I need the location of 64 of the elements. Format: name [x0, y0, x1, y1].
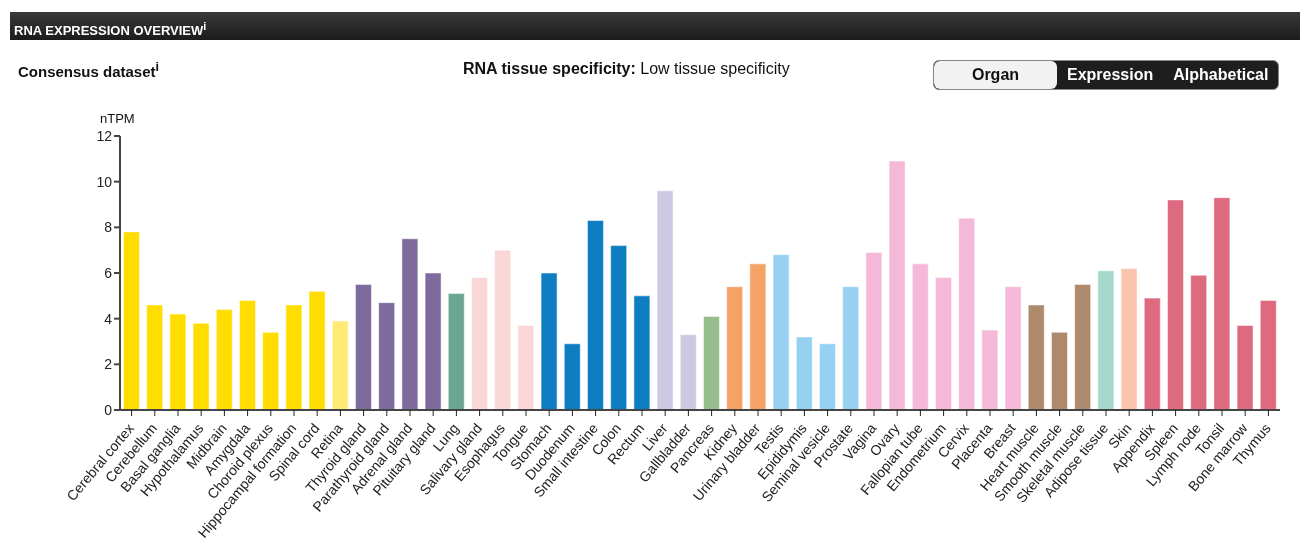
- bar: [494, 249, 512, 410]
- bar: [749, 263, 767, 410]
- bar: [772, 254, 790, 410]
- y-tick-label: 4: [104, 310, 113, 327]
- bar: [470, 277, 488, 410]
- text: Expression: [1066, 65, 1155, 85]
- bar: [1259, 299, 1277, 410]
- y-axis-title: nTPM: [100, 111, 135, 126]
- y-tick-label: 6: [104, 264, 113, 281]
- bar: [1097, 270, 1115, 410]
- y-tick-label: 10: [96, 173, 113, 190]
- y-tick-label: 2: [104, 356, 113, 373]
- chart-title: RNA EXPRESSION OVERVIEW$^{i}$: [10, 12, 1300, 40]
- bar: [331, 320, 349, 410]
- bar: [679, 334, 697, 410]
- bar: [1143, 297, 1161, 410]
- bar: [169, 313, 187, 410]
- bar: [981, 329, 999, 410]
- bar: [958, 217, 976, 410]
- bar: [702, 315, 720, 410]
- bar: [795, 336, 813, 410]
- bar: [911, 263, 929, 410]
- bar: [1004, 286, 1022, 410]
- bar: [540, 272, 558, 410]
- bar: [1120, 267, 1138, 410]
- bar: [238, 299, 256, 410]
- bar: [1190, 274, 1208, 410]
- bar: [146, 304, 164, 410]
- y-tick-label: 0: [104, 401, 113, 418]
- bar: [1050, 331, 1068, 410]
- y-tick-label: 8: [104, 219, 113, 236]
- bar: [633, 295, 651, 410]
- text: Organ: [934, 61, 1057, 89]
- bar: [262, 331, 280, 410]
- bar: [610, 245, 628, 410]
- bar: [447, 293, 465, 410]
- bar: [934, 277, 952, 410]
- bar: [586, 219, 604, 410]
- text: RNA tissue specificity: Low tissue specificity: [463, 60, 790, 78]
- bar: [726, 286, 744, 410]
- bar: [378, 302, 396, 410]
- bar: [215, 309, 233, 410]
- bar: [192, 322, 210, 410]
- y-tick-label: 12: [96, 127, 113, 144]
- bar: [1027, 304, 1045, 410]
- bar: [122, 231, 140, 410]
- bar: [563, 343, 581, 410]
- bar: [308, 290, 326, 410]
- bar: [354, 283, 372, 410]
- bar: [888, 160, 906, 410]
- bar: [656, 190, 674, 410]
- text: Alphabetical: [1172, 65, 1270, 85]
- bar: [1236, 325, 1254, 410]
- bar: [285, 304, 303, 410]
- bar: [401, 238, 419, 410]
- bar: [842, 286, 860, 410]
- bar: [517, 325, 535, 410]
- bar: [1213, 197, 1231, 410]
- bar: [1074, 283, 1092, 410]
- bar: [818, 343, 836, 410]
- bar: [1166, 199, 1184, 410]
- bar: [865, 251, 883, 410]
- chart-subtitle: Consensus dataset$^{i}$: [18, 60, 160, 80]
- bar: [424, 272, 442, 410]
